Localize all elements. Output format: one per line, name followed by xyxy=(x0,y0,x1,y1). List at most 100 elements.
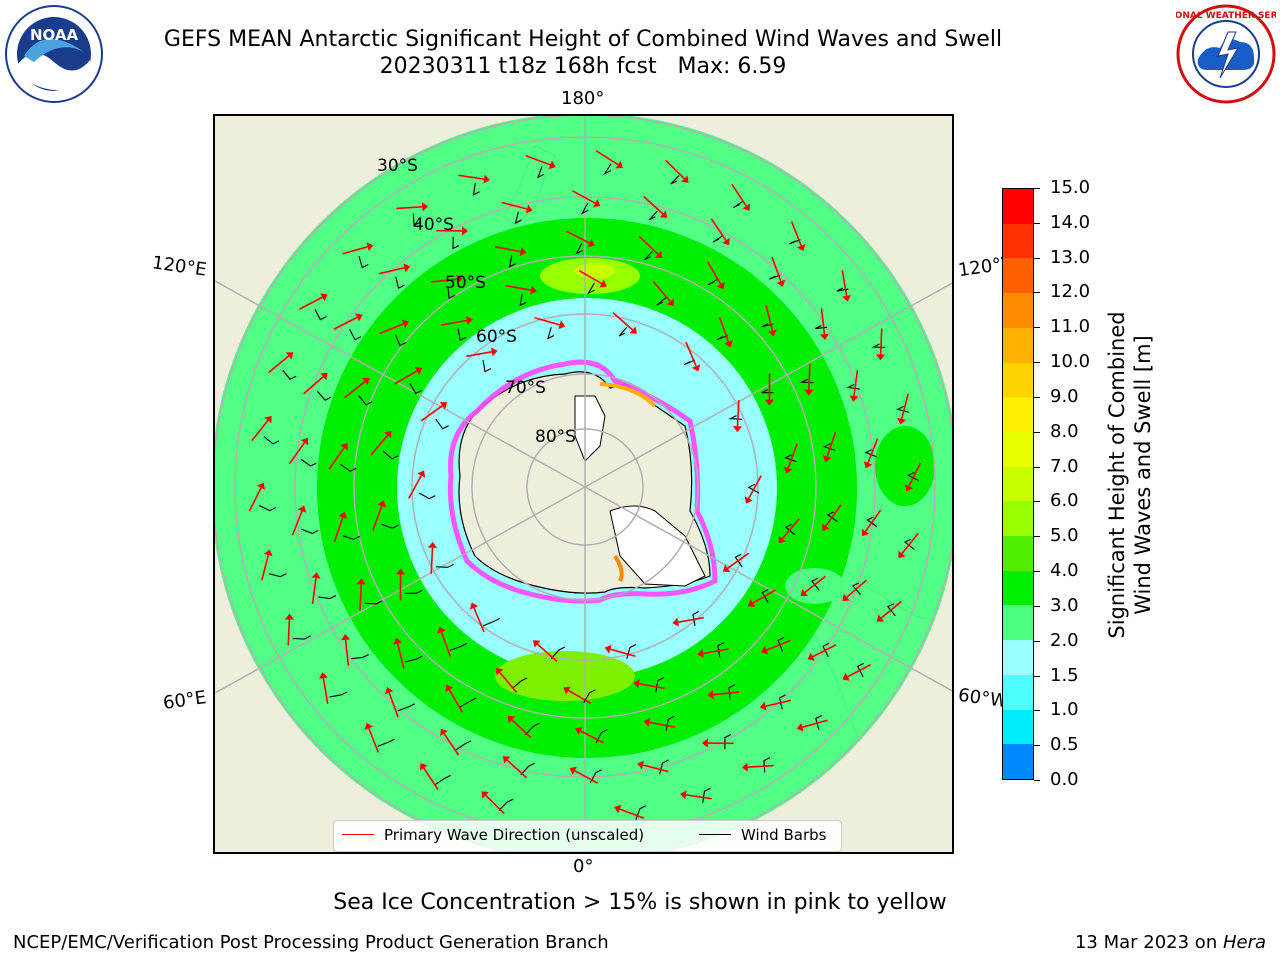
wind-barb xyxy=(520,762,535,776)
wave-arrow-head xyxy=(362,377,370,386)
colorbar-tick-label: 3.0 xyxy=(1050,594,1079,616)
colorbar-tick-label: 1.0 xyxy=(1050,699,1079,721)
wave-arrow-head xyxy=(563,686,571,695)
wave-arrow-head xyxy=(861,528,870,537)
wave-arrow-head xyxy=(264,415,272,424)
wave-arrow-head xyxy=(366,242,374,252)
wave-arrow-head xyxy=(256,482,266,490)
wave-arrow xyxy=(825,504,842,527)
wave-arrow xyxy=(710,218,727,241)
wind-barb xyxy=(435,563,454,568)
wave-arrow-head xyxy=(767,329,777,337)
wind-barb xyxy=(382,450,399,460)
wave-arrow-head xyxy=(320,293,328,302)
wind-barb xyxy=(514,211,522,225)
wind-barb xyxy=(734,553,743,568)
wave-arrow-head xyxy=(819,333,829,341)
colorbar-tick-mark xyxy=(1034,536,1040,538)
wave-arrow xyxy=(731,183,747,207)
wave-arrow-head xyxy=(672,617,679,627)
wind-barb xyxy=(777,636,785,652)
wind-barb xyxy=(350,653,369,660)
wind-barb xyxy=(418,492,436,500)
wind-barb xyxy=(761,588,769,603)
wave-arrow-head xyxy=(311,572,321,579)
wave-arrow xyxy=(841,270,848,297)
wave-arrow xyxy=(261,554,270,581)
wave-arrow-head xyxy=(355,313,363,322)
wind-barb xyxy=(268,573,287,578)
legend-wave-swatch xyxy=(342,834,374,835)
sea-ice-note: Sea Ice Concentration > 15% is shown in … xyxy=(333,890,947,915)
footer-credit: NCEP/EMC/Verification Post Processing Pr… xyxy=(13,932,609,953)
wave-arrow xyxy=(820,308,826,335)
wind-barb xyxy=(575,242,583,255)
wind-barb xyxy=(358,395,373,406)
wind-barb xyxy=(340,464,357,472)
colorbar-segment xyxy=(1003,189,1033,224)
wave-arrow-head xyxy=(804,389,814,396)
lat-label-60s: 60°S xyxy=(476,327,517,347)
colorbar-segment xyxy=(1003,397,1033,432)
wind-barb xyxy=(547,327,555,340)
wave-arrow xyxy=(511,719,532,739)
wind-barb xyxy=(716,335,729,341)
wave-arrow xyxy=(612,312,634,331)
wind-barb xyxy=(358,256,369,269)
colorbar-tick-mark xyxy=(1034,605,1040,607)
wave-arrow xyxy=(291,510,303,536)
wave-arrow xyxy=(485,794,505,815)
lon-label-180: 180° xyxy=(561,88,605,109)
wind-barb xyxy=(349,329,362,341)
wave-arrow xyxy=(713,691,740,696)
wind-barb xyxy=(482,359,492,373)
colorbar-segment xyxy=(1003,605,1033,641)
wave-arrow-head xyxy=(742,203,751,211)
wind-barb xyxy=(317,390,332,401)
wind-barb xyxy=(778,694,786,710)
wave-arrow-head xyxy=(403,263,411,273)
wave-arrow-head xyxy=(558,320,566,330)
wave-arrow xyxy=(396,643,405,669)
wave-arrow-head xyxy=(759,701,767,711)
wave-arrow xyxy=(458,174,485,180)
wave-arrow xyxy=(790,221,802,246)
wave-arrow xyxy=(771,256,782,282)
wind-barb xyxy=(394,334,407,347)
wind-barb xyxy=(508,255,516,268)
colorbar-title-line2: Wind Waves and Swell [m] xyxy=(1131,335,1155,615)
wave-arrow-head xyxy=(437,626,446,634)
wave-arrow-head xyxy=(481,791,489,799)
wave-arrow-head xyxy=(681,175,689,183)
colorbar-tick-label: 1.5 xyxy=(1050,664,1079,686)
colorbar-segment xyxy=(1003,744,1033,779)
wind-barb xyxy=(789,239,801,245)
wind-barb xyxy=(482,617,501,627)
wind-barb xyxy=(724,734,732,750)
wave-arrow-head xyxy=(904,484,914,492)
wind-barb xyxy=(747,483,760,494)
wave-arrow-head xyxy=(445,684,454,693)
wave-arrow xyxy=(901,532,919,555)
colorbar-tick-label: 13.0 xyxy=(1050,246,1091,268)
wave-arrow xyxy=(826,431,837,457)
colorbar-segment xyxy=(1003,536,1033,571)
wave-arrow-head xyxy=(863,461,873,469)
wave-arrow-head xyxy=(507,715,516,724)
wind-barb xyxy=(377,738,395,747)
wave-arrow-head xyxy=(284,613,294,620)
wind-barb xyxy=(769,274,781,280)
wind-barb xyxy=(318,595,337,600)
colorbar-tick-label: 10.0 xyxy=(1050,351,1091,373)
wind-barb xyxy=(381,523,399,529)
lat-label-70s: 70°S xyxy=(505,378,546,398)
wind-barb xyxy=(822,443,836,451)
wave-arrow-head xyxy=(761,645,769,655)
wave-arrow xyxy=(251,419,269,442)
wave-arrow xyxy=(287,619,291,646)
wave-arrow xyxy=(580,730,605,744)
wave-arrow xyxy=(787,443,798,469)
nws-ring-text: NATIONAL WEATHER SERVICE xyxy=(1176,11,1276,21)
wind-barb xyxy=(846,383,860,390)
wave-arrow-head xyxy=(341,633,351,641)
